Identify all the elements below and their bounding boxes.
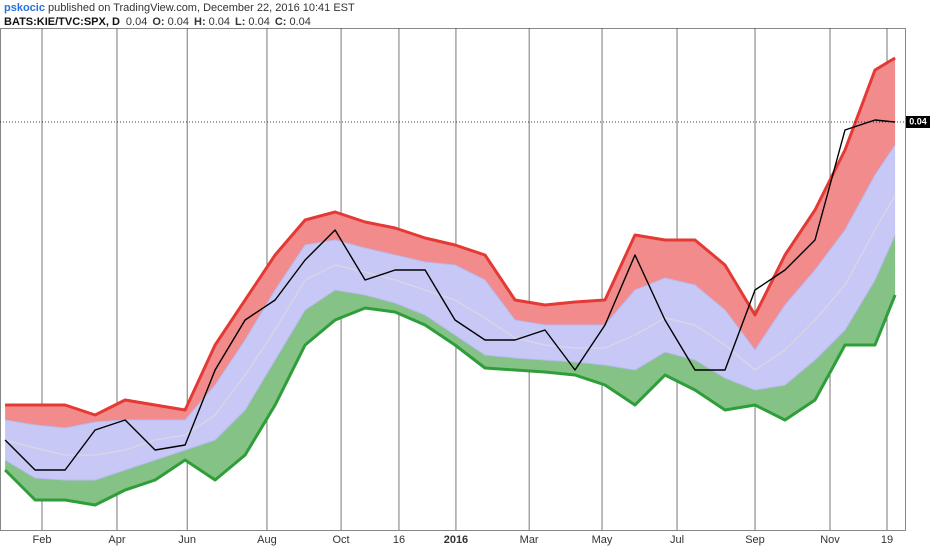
band-fill: [5, 58, 896, 428]
x-tick-label: Apr: [108, 534, 125, 546]
x-tick-label: Sep: [745, 534, 765, 546]
band-fill: [5, 235, 896, 505]
ohlc-label: O:: [152, 16, 164, 28]
ohlc-value: 0.04: [126, 16, 147, 28]
published: published on TradingView.com, December 2…: [48, 2, 355, 14]
x-tick-label: Oct: [332, 534, 349, 546]
last-value-label: 0.04: [909, 116, 927, 126]
price-line: [4, 119, 896, 471]
band-line: [4, 194, 896, 456]
x-tick-label: Jul: [670, 534, 684, 546]
author: pskocic: [4, 2, 45, 14]
ohlc-value: 0.04: [209, 16, 230, 28]
ohlc-value: 0.04: [168, 16, 189, 28]
band-line: [4, 294, 897, 507]
band-line: [5, 144, 896, 429]
band-line: [5, 56, 896, 417]
last-value-box: [906, 116, 930, 128]
ohlc-label: C:: [275, 16, 287, 28]
ohlc-value: 0.04: [248, 16, 269, 28]
ohlc-label: L:: [235, 16, 245, 28]
plot-frame: [0, 28, 906, 531]
ohlc: 0.04 O: 0.04 H: 0.04 L: 0.04 C: 0.04: [126, 16, 311, 28]
x-tick-label: Mar: [520, 534, 539, 546]
ohlc-value: 0.04: [289, 16, 310, 28]
x-tick-label: May: [592, 534, 613, 546]
x-tick-label: Aug: [257, 534, 277, 546]
symbol: BATS:KIE/TVC:SPX, D: [4, 16, 120, 28]
x-tick-label: Nov: [820, 534, 840, 546]
x-tick-label: 2016: [444, 534, 468, 546]
ohlc-label: H:: [194, 16, 206, 28]
x-tick-label: Jun: [178, 534, 196, 546]
band-line: [4, 234, 896, 481]
x-tick-label: 16: [393, 534, 405, 546]
x-tick-label: 19: [881, 534, 893, 546]
x-tick-label: Feb: [33, 534, 52, 546]
